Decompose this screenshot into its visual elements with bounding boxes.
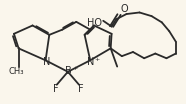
Text: +: + xyxy=(72,66,78,71)
Text: +: + xyxy=(95,57,100,62)
Text: CH₃: CH₃ xyxy=(9,67,25,76)
Text: N: N xyxy=(87,57,95,67)
Text: N: N xyxy=(43,57,50,67)
Text: F: F xyxy=(78,84,84,94)
Text: B: B xyxy=(65,66,72,76)
Text: F: F xyxy=(53,84,59,94)
Text: HO: HO xyxy=(87,18,102,28)
Text: O: O xyxy=(121,4,128,14)
